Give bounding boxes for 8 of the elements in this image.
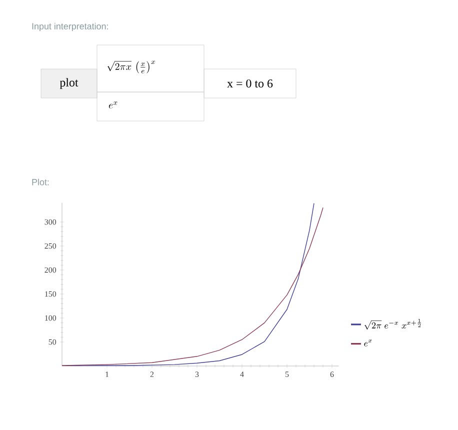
- text: $e^{x}$: [108, 102, 118, 108]
- text: Input interpretation:: [32, 22, 108, 32]
- chart-title: Plot:: [32, 178, 49, 186]
- legend-label: $\sqrt{2\pi}\;e^{-x}\;x^{x+\frac{1}{2}}$: [364, 318, 422, 330]
- text: x = 0 to 6: [227, 79, 273, 88]
- text: plot: [60, 78, 78, 89]
- legend-label: $e^{x}$: [364, 340, 372, 346]
- text: $\sqrt{2\pi x}\,\left(\frac{x}{e}\right)^{x}$: [107, 60, 155, 74]
